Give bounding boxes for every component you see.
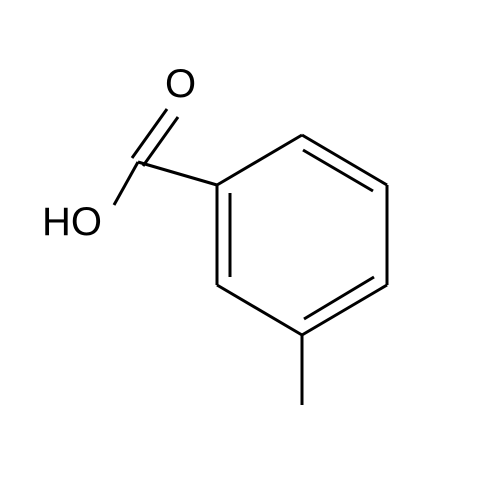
ring-bond-6: [217, 135, 302, 185]
bond-c-dbl-o-b: [143, 117, 178, 166]
molecule-diagram: O HO: [0, 0, 500, 500]
structure-svg: [0, 0, 500, 500]
bond-c-oh: [114, 162, 138, 205]
ring-bond-3: [302, 285, 387, 335]
ring-bond-1: [302, 135, 387, 185]
ring-bond-4: [217, 285, 302, 335]
oxygen-dbl-label: O: [165, 62, 196, 107]
bond-c-dbl-o-a: [132, 109, 167, 158]
bond-ring-carboxyl: [138, 162, 217, 185]
hydroxyl-label: HO: [42, 200, 102, 245]
